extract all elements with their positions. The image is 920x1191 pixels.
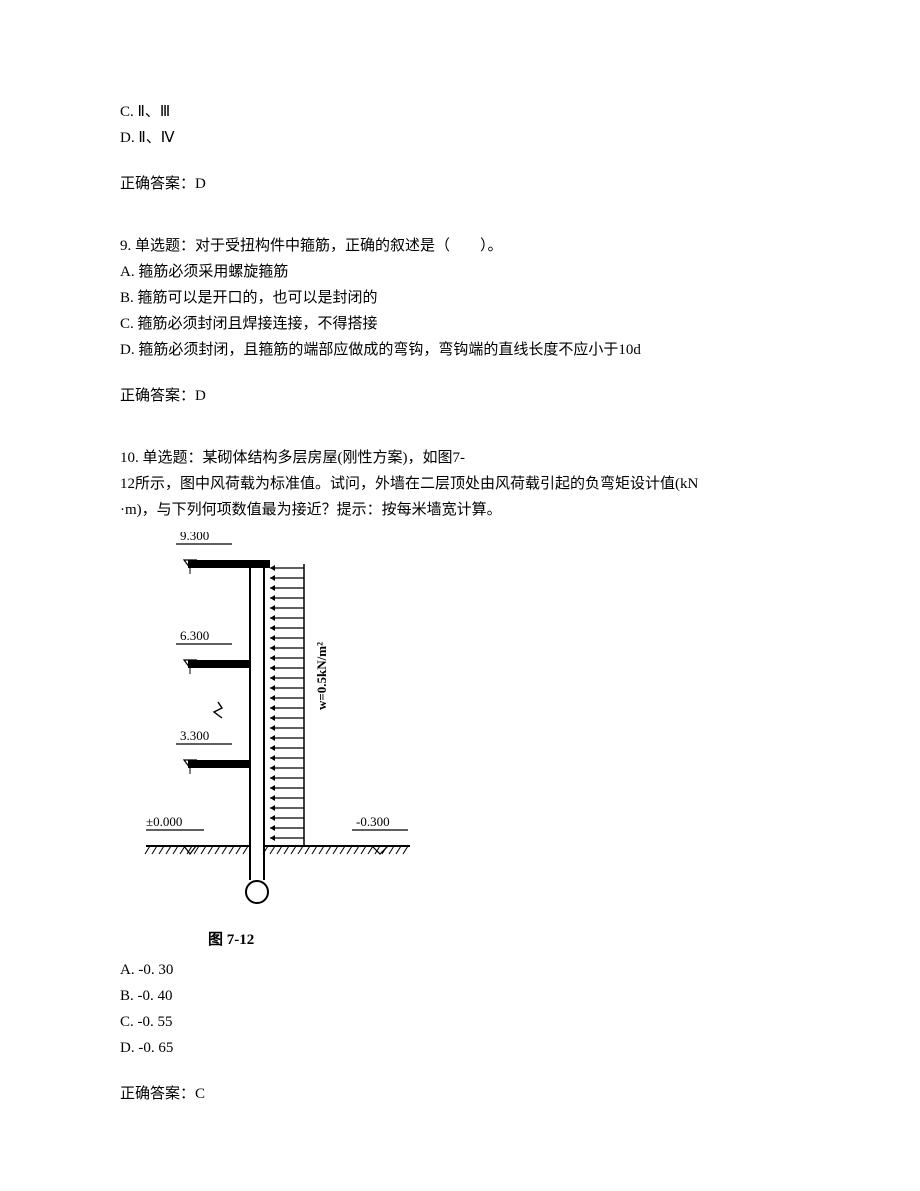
q9-stem: 9. 单选题：对于受扭构件中箍筋，正确的叙述是（ ）。 bbox=[120, 234, 810, 258]
q9-option-c: C. 箍筋必须封闭且焊接连接，不得搭接 bbox=[120, 312, 810, 336]
q9-answer: 正确答案：D bbox=[120, 384, 810, 408]
q10-stem-line1: 10. 单选题：某砌体结构多层房屋(刚性方案)，如图7- bbox=[120, 446, 810, 470]
figure-caption: 图 7-12 bbox=[208, 928, 810, 952]
figure-svg: 9.300 6.300 3.300 ±0.000 -0.300 w=0.5kN/m² bbox=[140, 532, 420, 912]
q8-answer: 正确答案：D bbox=[120, 172, 810, 196]
svg-text:±0.000: ±0.000 bbox=[146, 814, 182, 829]
q10-option-a: A. -0. 30 bbox=[120, 958, 810, 982]
svg-text:-0.300: -0.300 bbox=[356, 814, 390, 829]
q9-option-a: A. 箍筋必须采用螺旋箍筋 bbox=[120, 260, 810, 284]
q8-option-d: D. Ⅱ、Ⅳ bbox=[120, 126, 810, 150]
figure-7-12-diagram: 9.300 6.300 3.300 ±0.000 -0.300 w=0.5kN/m² bbox=[140, 532, 810, 920]
q9-option-b: B. 箍筋可以是开口的，也可以是封闭的 bbox=[120, 286, 810, 310]
svg-text:w=0.5kN/m²: w=0.5kN/m² bbox=[314, 642, 329, 710]
q10-answer: 正确答案：C bbox=[120, 1082, 810, 1106]
svg-text:3.300: 3.300 bbox=[180, 728, 209, 743]
q10-option-d: D. -0. 65 bbox=[120, 1036, 810, 1060]
q8-option-c: C. Ⅱ、Ⅲ bbox=[120, 100, 810, 124]
q10-stem-line3: ·m)，与下列何项数值最为接近？提示：按每米墙宽计算。 bbox=[120, 498, 810, 522]
q10-option-c: C. -0. 55 bbox=[120, 1010, 810, 1034]
q10-option-b: B. -0. 40 bbox=[120, 984, 810, 1008]
q9-option-d: D. 箍筋必须封闭，且箍筋的端部应做成的弯钩，弯钩端的直线长度不应小于10d bbox=[120, 338, 810, 362]
q10-stem-line2: 12所示，图中风荷载为标准值。试问，外墙在二层顶处由风荷载引起的负弯矩设计值(k… bbox=[120, 472, 810, 496]
svg-text:6.300: 6.300 bbox=[180, 628, 209, 643]
svg-text:9.300: 9.300 bbox=[180, 532, 209, 543]
